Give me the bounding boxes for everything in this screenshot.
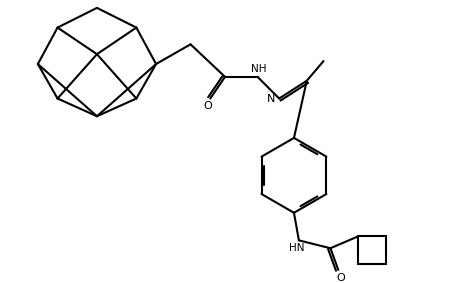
Text: NH: NH [251,64,266,74]
Text: HN: HN [289,243,305,253]
Text: O: O [203,101,212,112]
Text: O: O [336,273,345,283]
Text: N: N [267,95,276,104]
